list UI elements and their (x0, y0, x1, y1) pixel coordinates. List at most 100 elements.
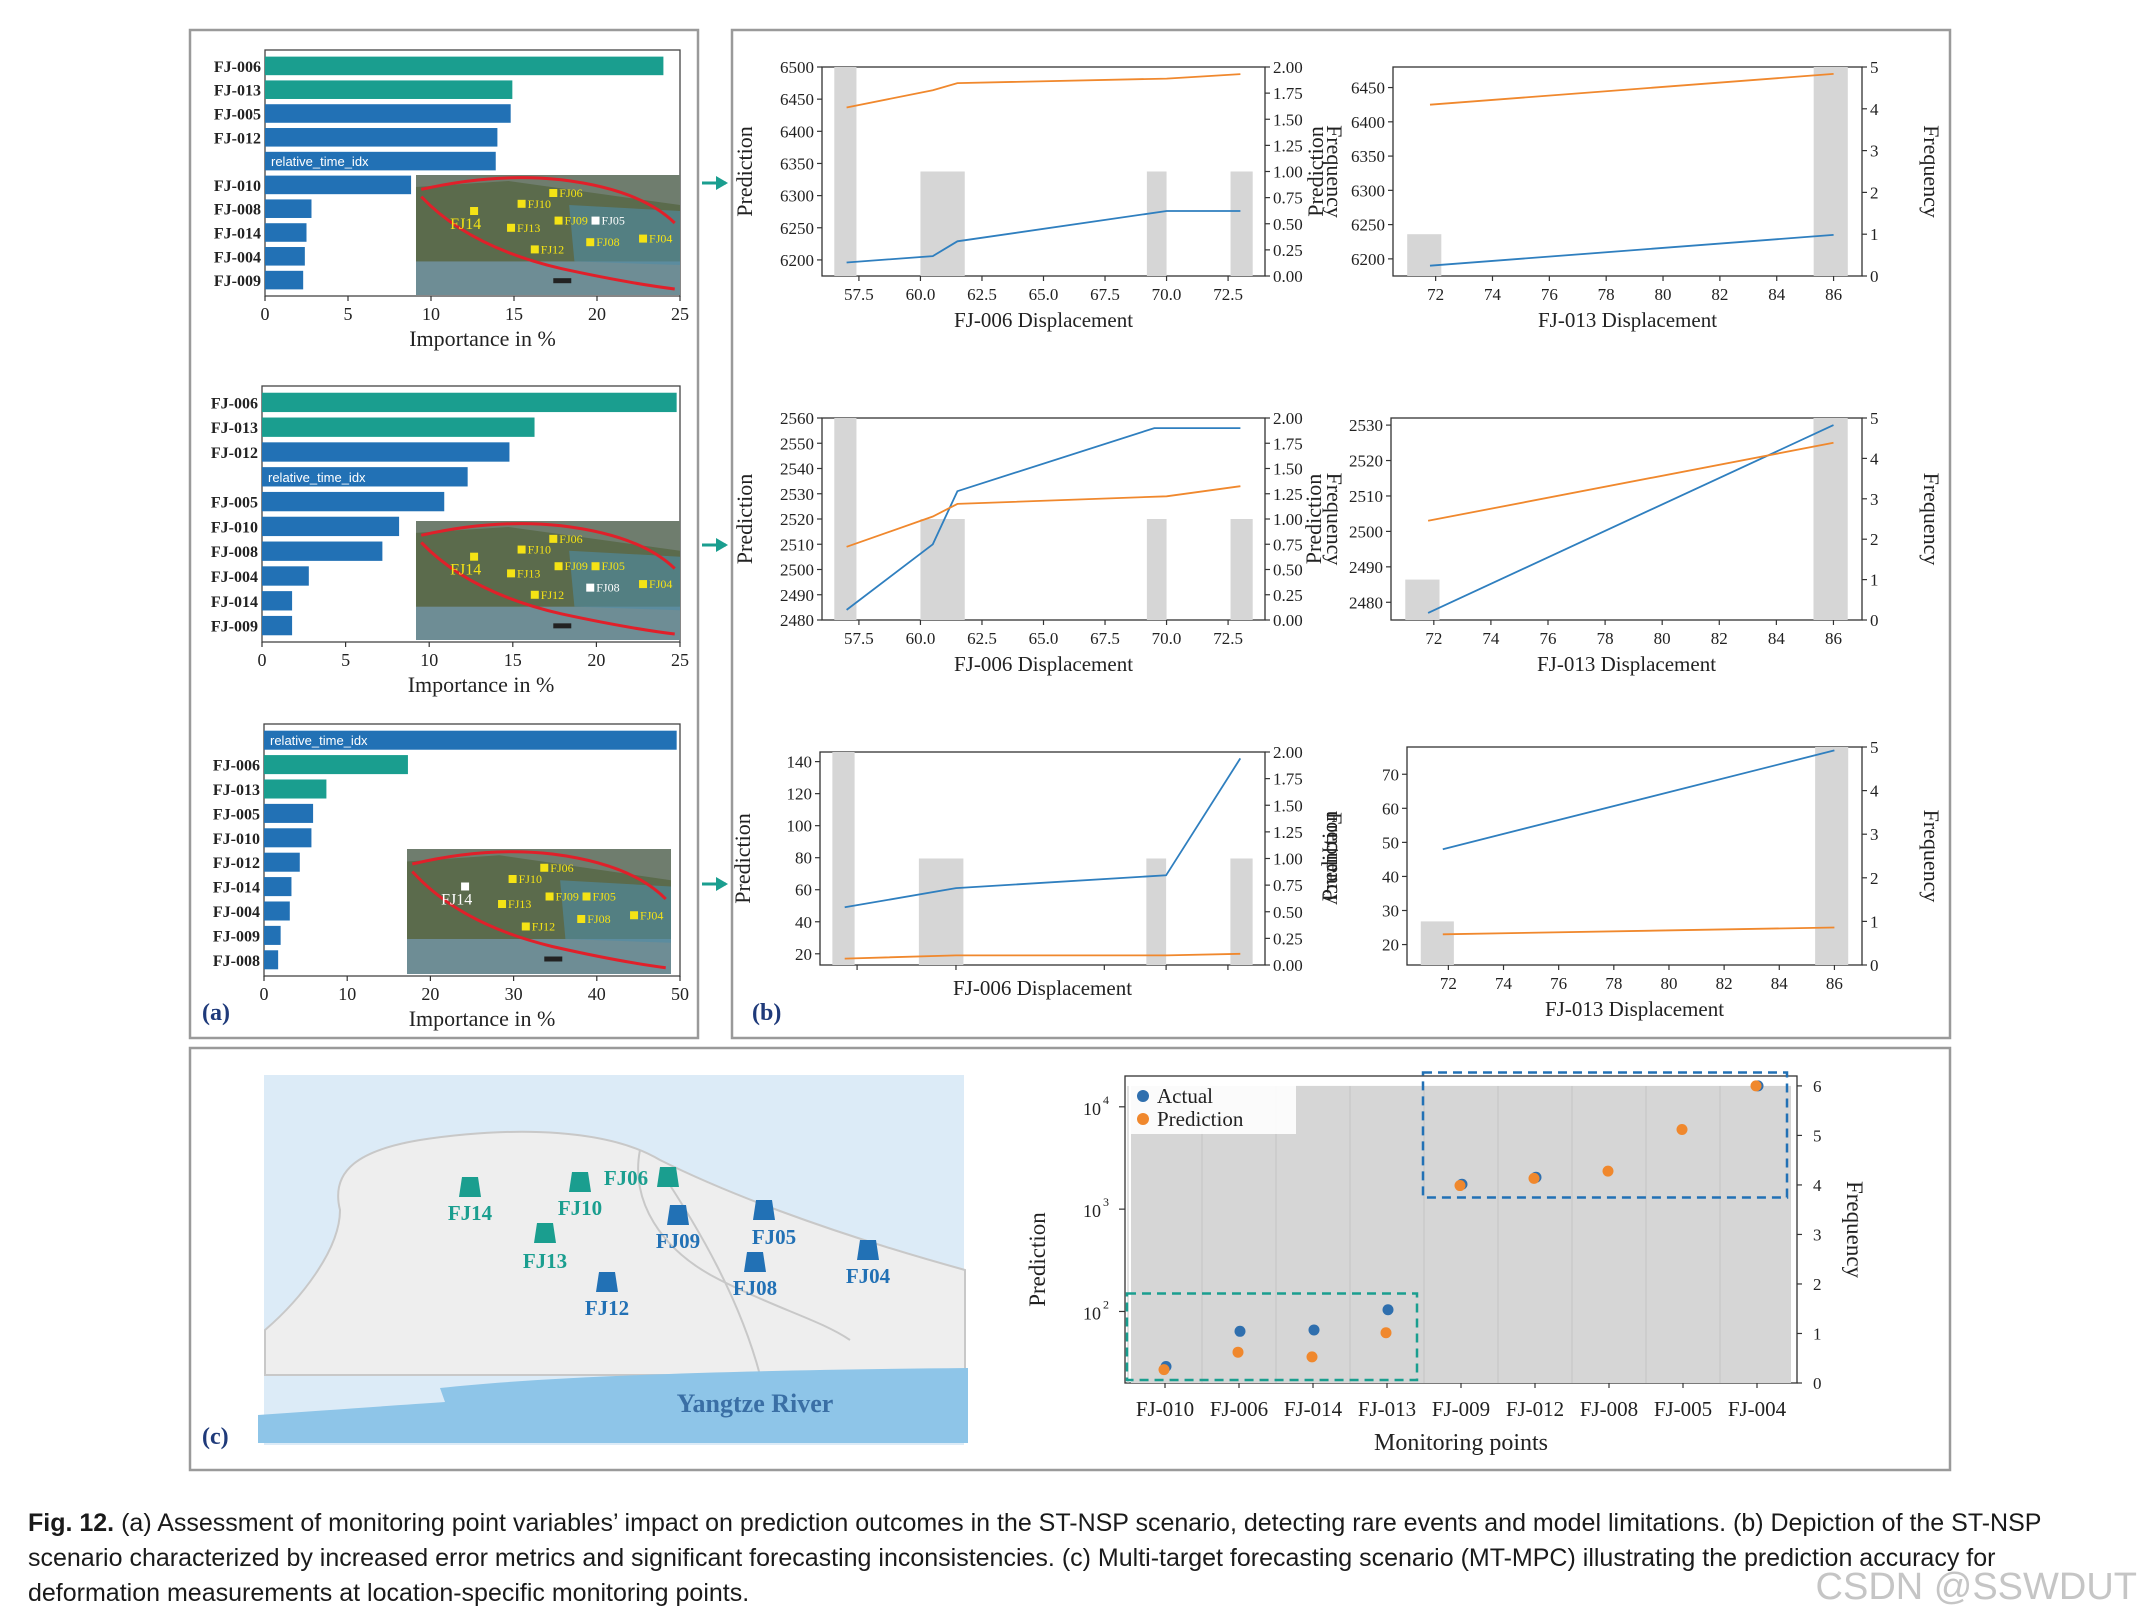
y-tick-label: 40 (795, 913, 812, 932)
inset-marker-fj06 (549, 189, 558, 197)
inset-marker-label-fj09: FJ09 (556, 890, 579, 904)
series-line-blue (1429, 234, 1834, 267)
y2-tick-label: 0.00 (1273, 956, 1303, 975)
y2-tick-label: 0.25 (1273, 241, 1303, 260)
map-label-fj10: FJ10 (558, 1196, 602, 1220)
point-prediction-fj-010 (1158, 1364, 1170, 1376)
inset-marker-label-fj14: FJ14 (450, 216, 481, 233)
series-line-orange (1442, 926, 1835, 936)
plot-frame (1406, 746, 1863, 966)
y-tick-label: 2520 (780, 510, 814, 529)
inset-marker-label-fj06: FJ06 (550, 861, 573, 875)
y-tick-label: 2540 (780, 460, 814, 479)
point-prediction-fj-006 (1232, 1346, 1244, 1358)
map-marker-fj06 (657, 1167, 679, 1187)
y2-tick-label: 0.00 (1273, 267, 1303, 286)
bar-fj-005 (265, 104, 511, 123)
inset-marker-label-fj13: FJ13 (517, 566, 540, 580)
bar-fj-010 (264, 828, 312, 848)
x-tick-label: 84 (1771, 974, 1789, 993)
inset-marker-label-fj04: FJ04 (640, 908, 663, 922)
x-tick-label: 86 (1826, 974, 1843, 993)
bar-fj-014 (264, 877, 292, 897)
inset-boundary-bottom (420, 541, 675, 636)
histogram-bar-2 (1146, 519, 1167, 620)
category-label-fj-010: FJ-010 (213, 831, 260, 848)
inset-marker-fj09 (554, 562, 563, 571)
series-line-blue (1442, 749, 1835, 851)
map-label-fj13: FJ13 (523, 1249, 567, 1273)
highlight-box-high-group (1421, 1071, 1789, 1199)
y2-tick-label: 1 (1813, 1324, 1822, 1343)
point-actual-fj-006 (1234, 1325, 1246, 1337)
bar-fj-009 (264, 925, 281, 945)
y-tick-label: 2530 (1349, 416, 1383, 435)
pdp-chart-fj013-3: 20 30 40 50 60 70 0 1 2 3 4 5 72 74 76 78 80 82 84 86 FJ-013… (1317, 738, 1944, 1021)
x-tick-label: 65.0 (1029, 285, 1059, 304)
y2-tick-label: 1 (1870, 571, 1879, 590)
category-label-fj-004: FJ-004 (214, 249, 261, 266)
x-tick-label: 10 (420, 650, 438, 670)
x-tick-label: 0 (258, 650, 267, 670)
map-label-fj09: FJ09 (656, 1229, 700, 1253)
x-tick-label: 10 (422, 304, 440, 324)
x-tick-label: 72.5 (1213, 285, 1243, 304)
series-line-blue (846, 210, 1241, 264)
inset-marker-label-fj06: FJ06 (559, 532, 582, 546)
inset-water (416, 261, 680, 295)
histogram-bar-2 (1146, 858, 1167, 965)
x-tick-label: 78 (1598, 285, 1615, 304)
arrow-a-to-b-1 (702, 176, 728, 190)
point-prediction-fj-009 (1454, 1180, 1466, 1192)
y2-tick-label: 2.00 (1273, 58, 1303, 77)
y-tick-label: 2480 (780, 611, 814, 630)
y-tick-label: 6200 (1351, 250, 1385, 269)
map-marker-fj04 (857, 1240, 879, 1260)
histogram-bar-1 (918, 858, 964, 965)
y-tick-label: 30 (1382, 902, 1399, 921)
y-axis-title: Prediction (730, 813, 755, 903)
bar-fj-008 (262, 541, 383, 561)
x-tick-label: 62.5 (967, 285, 997, 304)
category-label-fj-014: FJ-014 (213, 880, 260, 897)
y-tick-label: 6250 (780, 219, 814, 238)
caption-text: (a) Assessment of monitoring point varia… (28, 1509, 2042, 1607)
y2-tick-label: 4 (1870, 449, 1879, 468)
inset-marker-label-fj08: FJ08 (587, 912, 610, 926)
x-tick-label: 15 (505, 304, 523, 324)
pdp-chart-fj013-1: 6200 6250 6300 6350 6400 6450 0 1 2 3 4 5 72 74 76 78 80… (1303, 58, 1944, 332)
y-axis-title: Prediction (732, 474, 757, 564)
inset-marker-fj12 (530, 590, 539, 599)
category-label-fj-013: FJ-013 (211, 420, 258, 437)
x-tick-label: 80 (1655, 285, 1672, 304)
point-prediction-fj-004 (1750, 1080, 1762, 1092)
x-tick-label: 60.0 (906, 285, 936, 304)
arrow-a-to-b-3 (702, 877, 728, 891)
panel-label-a: (a) (202, 1000, 230, 1026)
y2-axis-title: Frequency (1919, 125, 1944, 218)
y-tick-label: 50 (1382, 833, 1399, 852)
importance-chart-1: FJ-006 FJ-013 FJ-005 FJ-012 relative_time_id… (214, 49, 689, 351)
bar-fj-013 (262, 417, 535, 437)
x-tick-label: 57.5 (844, 629, 874, 648)
y2-axis-title: Frequency (1842, 1181, 1867, 1279)
x-tick-label: 50 (671, 984, 689, 1004)
inset-marker-label-fj12: FJ12 (532, 920, 555, 934)
x-tick-label: 76 (1540, 629, 1557, 648)
x-tick-label: 82 (1711, 629, 1728, 648)
y2-tick-label: 3 (1870, 825, 1879, 844)
pdp-chart-fj006-3: 20 40 60 80 100 120 140 0.00 0.25 0.50 0.75 1.00 1.2… (730, 743, 1347, 1000)
inset-marker-label-fj05: FJ05 (593, 890, 616, 904)
inset-marker-label-fj04: FJ04 (649, 577, 672, 591)
inset-marker-label-fj13: FJ13 (517, 221, 540, 235)
y-tick-label: 2530 (780, 485, 814, 504)
category-label-fj-004: FJ-004 (213, 904, 260, 921)
map-river-label: Yangtze River (677, 1389, 834, 1418)
bar-relative_time_idx (264, 730, 677, 750)
x-tick-label: 76 (1541, 285, 1558, 304)
point-prediction-fj-012 (1528, 1172, 1540, 1184)
bar-fj-013 (264, 779, 327, 799)
y-tick-label: 140 (787, 753, 813, 772)
histogram-bar-1 (920, 519, 965, 620)
x-tick-label: 70.0 (1152, 285, 1182, 304)
